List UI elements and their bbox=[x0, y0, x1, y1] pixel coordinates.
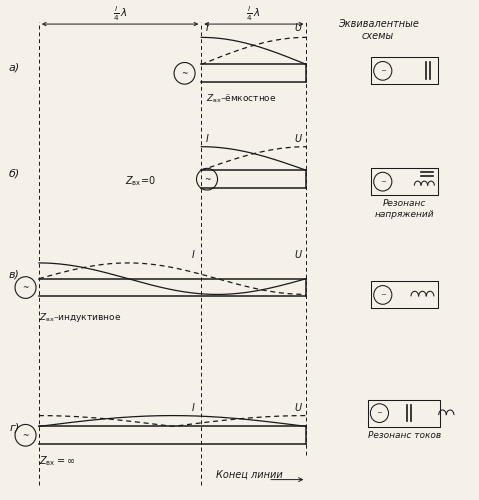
Text: ~: ~ bbox=[376, 410, 382, 416]
Text: ~: ~ bbox=[23, 431, 29, 440]
Text: г): г) bbox=[10, 422, 20, 432]
Text: ~: ~ bbox=[380, 292, 386, 298]
Text: ~: ~ bbox=[380, 68, 386, 74]
Text: б): б) bbox=[9, 168, 20, 178]
Text: U: U bbox=[295, 24, 302, 34]
Text: $\frac{l}{4}\,\lambda$: $\frac{l}{4}\,\lambda$ bbox=[113, 4, 127, 22]
Text: U: U bbox=[295, 134, 302, 144]
Text: Резонанс
напряжений: Резонанс напряжений bbox=[375, 199, 434, 218]
Text: Конец линии: Конец линии bbox=[216, 469, 283, 479]
Text: а): а) bbox=[9, 63, 20, 73]
Text: Резонанс токов: Резонанс токов bbox=[368, 430, 441, 440]
Text: в): в) bbox=[9, 270, 20, 280]
Text: U: U bbox=[295, 250, 302, 260]
Text: U: U bbox=[295, 402, 302, 412]
Text: I: I bbox=[206, 24, 209, 34]
Text: ~: ~ bbox=[182, 69, 188, 78]
Text: $Z_{\rm вх}$=0: $Z_{\rm вх}$=0 bbox=[125, 174, 156, 188]
Text: ~: ~ bbox=[23, 283, 29, 292]
Text: $Z_{\rm вх}$–индуктивное: $Z_{\rm вх}$–индуктивное bbox=[39, 311, 121, 324]
Text: $Z_{\rm вх} = \infty$: $Z_{\rm вх} = \infty$ bbox=[39, 454, 75, 468]
Text: $\frac{l}{4}\,\lambda$: $\frac{l}{4}\,\lambda$ bbox=[247, 4, 261, 22]
Text: I: I bbox=[206, 134, 209, 144]
Text: Эквивалентные
схемы: Эквивалентные схемы bbox=[338, 19, 419, 40]
Text: ~: ~ bbox=[380, 178, 386, 184]
Text: I: I bbox=[192, 250, 194, 260]
Text: ~: ~ bbox=[204, 174, 210, 184]
Text: I: I bbox=[192, 402, 194, 412]
Text: $Z_{\rm вх}$–ёмкостное: $Z_{\rm вх}$–ёмкостное bbox=[206, 93, 276, 106]
